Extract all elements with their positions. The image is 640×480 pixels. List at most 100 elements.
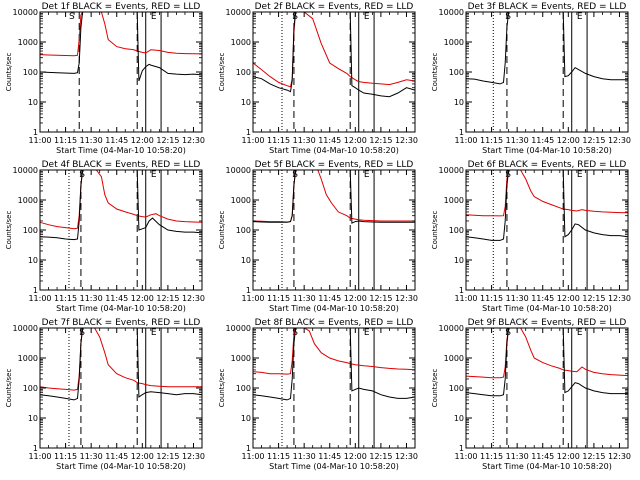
- marker-label-e: E: [577, 12, 583, 22]
- events-series-line: [39, 327, 203, 401]
- panel-title: Det 1f BLACK = Events, RED = LLD: [42, 2, 201, 12]
- y-tick-label: 10000: [13, 324, 38, 333]
- y-tick-label: 1000: [231, 38, 251, 47]
- x-tick-label: 12:00: [557, 136, 580, 145]
- y-tick-label: 1: [459, 286, 464, 295]
- y-tick-label: 1000: [444, 196, 464, 205]
- marker-label-e: E: [151, 12, 157, 22]
- x-axis-label: Start Time (04-Mar-10 10:58:20): [269, 462, 399, 471]
- x-tick-label: 11:30: [80, 452, 103, 461]
- panel-title: Det 5f BLACK = Events, RED = LLD: [255, 160, 414, 170]
- y-tick-label: 1: [33, 286, 38, 295]
- x-tick-label: 12:00: [557, 294, 580, 303]
- y-tick-label: 1: [33, 128, 38, 137]
- x-tick-label: 11:45: [531, 136, 554, 145]
- y-tick-label: 10: [454, 256, 464, 265]
- events-series-line: [465, 327, 628, 397]
- y-tick-label: 10: [241, 414, 251, 423]
- y-tick-label: 1: [459, 128, 464, 137]
- y-tick-label: 1000: [18, 38, 38, 47]
- marker-label-e: E: [151, 328, 157, 338]
- x-tick-label: 11:15: [480, 294, 503, 303]
- x-tick-label: 11:15: [54, 136, 77, 145]
- x-tick-label: 11:00: [241, 136, 264, 145]
- x-tick-label: 11:45: [318, 294, 341, 303]
- x-tick-label: 11:15: [54, 294, 77, 303]
- x-tick-label: 11:00: [241, 294, 264, 303]
- x-axis-label: Start Time (04-Mar-10 10:58:20): [482, 462, 612, 471]
- x-tick-label: 11:00: [28, 136, 51, 145]
- lld-series-line: [465, 327, 629, 379]
- lld-series-line: [39, 169, 203, 230]
- x-tick-label: 12:00: [344, 452, 367, 461]
- y-tick-label: 100: [236, 226, 251, 235]
- plot-area: [253, 170, 415, 290]
- y-tick-label: 10000: [226, 8, 251, 17]
- x-tick-label: 11:30: [293, 294, 316, 303]
- x-tick-label: 11:15: [54, 452, 77, 461]
- x-tick-label: 11:30: [80, 136, 103, 145]
- x-tick-label: 12:30: [182, 452, 205, 461]
- x-tick-label: 12:00: [557, 452, 580, 461]
- plot-area: [40, 328, 202, 448]
- x-tick-label: 11:00: [28, 452, 51, 461]
- x-tick-label: 12:30: [608, 294, 631, 303]
- y-tick-label: 10: [28, 256, 38, 265]
- y-tick-label: 10000: [439, 8, 464, 17]
- y-tick-label: 10000: [439, 324, 464, 333]
- y-tick-label: 10000: [13, 166, 38, 175]
- y-axis-label: Counts/sec: [431, 369, 439, 408]
- x-tick-label: 11:45: [531, 294, 554, 303]
- y-tick-label: 1000: [231, 354, 251, 363]
- x-tick-label: 11:45: [105, 294, 128, 303]
- x-tick-label: 11:30: [80, 294, 103, 303]
- y-tick-label: 1000: [231, 196, 251, 205]
- x-tick-label: 12:30: [395, 452, 418, 461]
- y-tick-label: 1: [246, 286, 251, 295]
- x-tick-label: 11:15: [267, 452, 290, 461]
- y-tick-label: 1000: [18, 354, 38, 363]
- y-tick-label: 10: [241, 256, 251, 265]
- panel-title: Det 6f BLACK = Events, RED = LLD: [468, 160, 627, 170]
- panel-title: Det 8f BLACK = Events, RED = LLD: [255, 318, 414, 328]
- y-tick-label: 1000: [444, 354, 464, 363]
- x-tick-label: 12:00: [344, 136, 367, 145]
- x-tick-label: 11:30: [506, 294, 529, 303]
- marker-label-e: E: [151, 170, 157, 180]
- x-axis-label: Start Time (04-Mar-10 10:58:20): [482, 304, 612, 313]
- y-tick-label: 10000: [226, 166, 251, 175]
- x-axis-label: Start Time (04-Mar-10 10:58:20): [269, 146, 399, 155]
- marker-label-e: E: [577, 328, 583, 338]
- x-tick-label: 11:45: [318, 136, 341, 145]
- panel-title: Det 4f BLACK = Events, RED = LLD: [42, 160, 201, 170]
- panel-title: Det 7f BLACK = Events, RED = LLD: [42, 318, 201, 328]
- events-series-line: [465, 11, 628, 85]
- x-axis-label: Start Time (04-Mar-10 10:58:20): [56, 146, 186, 155]
- y-axis-label: Counts/sec: [5, 53, 13, 92]
- plot-area: [466, 12, 628, 132]
- marker-label-e: E: [364, 328, 370, 338]
- x-tick-label: 12:30: [395, 294, 418, 303]
- y-tick-label: 1: [246, 444, 251, 453]
- x-axis-label: Start Time (04-Mar-10 10:58:20): [269, 304, 399, 313]
- x-tick-label: 11:45: [318, 452, 341, 461]
- x-tick-label: 11:15: [480, 452, 503, 461]
- x-tick-label: 11:00: [454, 136, 477, 145]
- panel-title: Det 3f BLACK = Events, RED = LLD: [468, 2, 627, 12]
- y-tick-label: 100: [236, 68, 251, 77]
- y-tick-label: 10: [454, 98, 464, 107]
- y-axis-label: Counts/sec: [218, 211, 226, 250]
- y-tick-label: 10000: [439, 166, 464, 175]
- y-tick-label: 100: [23, 226, 38, 235]
- marker-label-s: S: [69, 12, 75, 22]
- x-tick-label: 12:15: [582, 294, 605, 303]
- x-tick-label: 12:15: [369, 136, 392, 145]
- x-tick-label: 11:15: [480, 136, 503, 145]
- y-tick-label: 1: [459, 444, 464, 453]
- x-tick-label: 12:00: [131, 294, 154, 303]
- panel-title: Det 9f BLACK = Events, RED = LLD: [468, 318, 627, 328]
